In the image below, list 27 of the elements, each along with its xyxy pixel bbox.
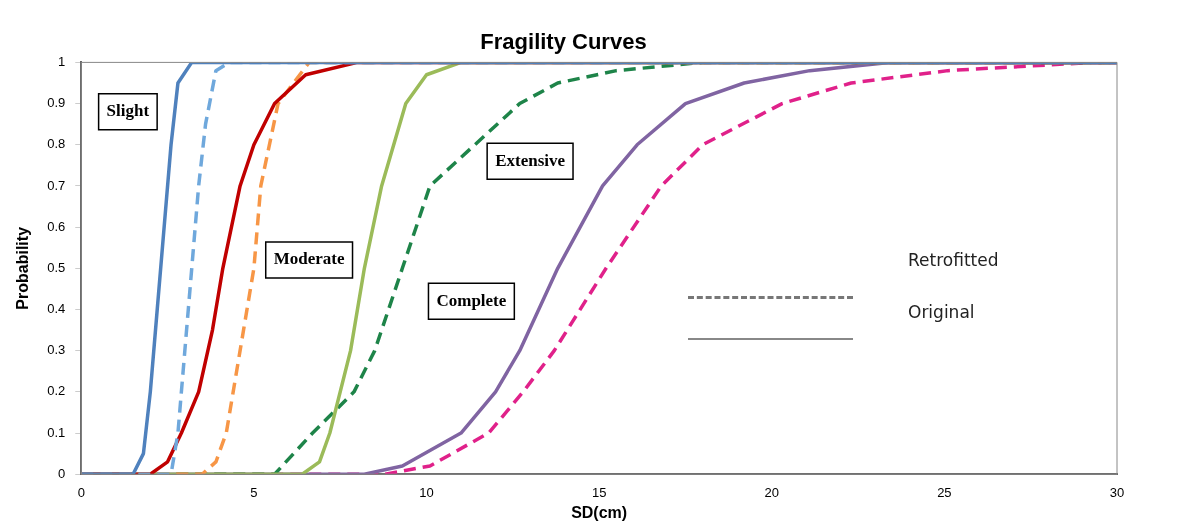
y-tick-label: 0.9	[47, 95, 66, 111]
y-tick-label: 0.8	[47, 136, 66, 152]
annotation: Slight	[106, 101, 150, 121]
y-tick-label: 0.1	[47, 424, 66, 440]
x-axis-title: SD(cm)	[571, 503, 628, 521]
x-tick-label: 30	[1109, 484, 1125, 500]
x-tick-label: 25	[937, 484, 952, 500]
chart-title: Fragility Curves	[480, 29, 647, 55]
y-tick-label: 0.6	[47, 218, 66, 234]
y-tick-label: 1	[58, 53, 66, 69]
annotation: Retrofitted	[908, 250, 999, 270]
y-tick-label: 0.4	[47, 301, 66, 317]
y-axis-title: Probability	[14, 226, 32, 310]
annotation: Moderate	[273, 249, 345, 269]
y-tick-label: 0.5	[47, 259, 66, 275]
x-tick-label: 20	[764, 484, 779, 500]
x-tick-label: 0	[77, 484, 85, 500]
x-tick-label: 15	[591, 484, 607, 500]
y-tick-label: 0.7	[47, 177, 66, 193]
annotation: Original	[908, 302, 975, 322]
annotation: Complete	[436, 290, 507, 310]
y-tick-label: 0.2	[47, 383, 66, 399]
x-tick-label: 5	[250, 484, 258, 500]
y-tick-label: 0	[58, 465, 66, 481]
annotation: Extensive	[495, 150, 566, 170]
y-tick-label: 0.3	[47, 342, 66, 358]
x-tick-label: 10	[419, 484, 434, 500]
